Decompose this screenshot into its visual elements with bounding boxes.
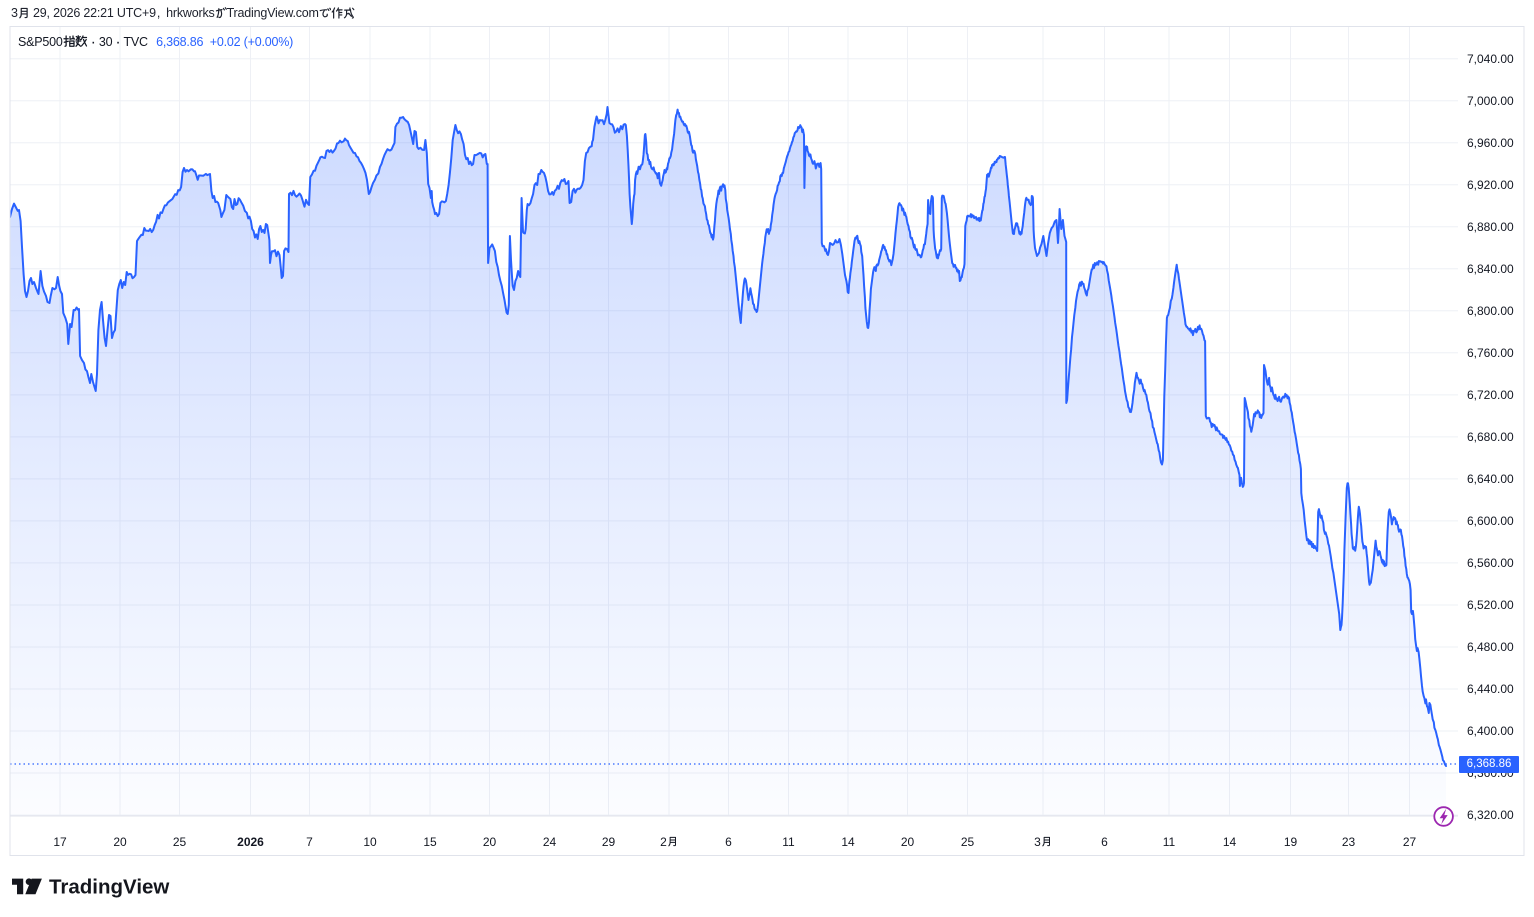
svg-text:TradingView: TradingView bbox=[49, 876, 169, 898]
